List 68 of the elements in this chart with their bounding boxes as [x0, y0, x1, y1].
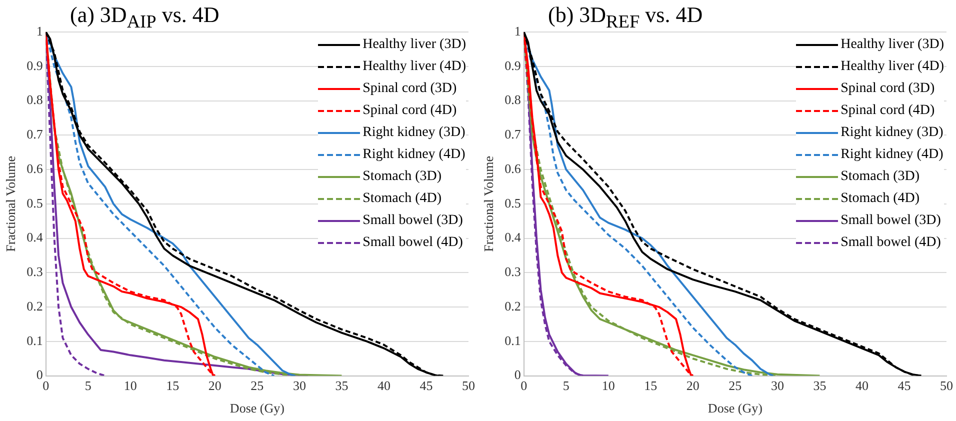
- y-tick-label: 0: [36, 367, 43, 382]
- y-tick-label: 0.7: [26, 126, 44, 142]
- x-tick-label: 45: [420, 378, 433, 394]
- legend-label: Spinal cord (4D): [840, 103, 935, 119]
- legend-label: Right kidney (4D): [840, 147, 944, 163]
- y-tick-label: 0.3: [504, 264, 521, 280]
- y-tick-label: 0.6: [504, 160, 522, 176]
- y-tick-label: 0.1: [26, 332, 43, 348]
- y-tick-label: 1: [36, 23, 43, 38]
- legend-label: Healthy liver (4D): [840, 59, 944, 75]
- legend-label: Small bowel (4D): [362, 235, 463, 251]
- y-tick-label: 1: [514, 23, 521, 38]
- legend-label: Stomach (3D): [362, 169, 442, 185]
- legend-label: Small bowel (3D): [840, 213, 941, 229]
- y-tick-label: 0.1: [504, 332, 521, 348]
- x-tick-label: 50: [940, 378, 953, 394]
- y-tick-label: 0: [514, 367, 521, 382]
- x-tick-label: 5: [84, 378, 92, 394]
- x-tick-label: 25: [250, 378, 264, 394]
- y-tick-label: 0.8: [504, 92, 521, 108]
- y-tick-label: 0.5: [26, 195, 43, 210]
- x-tick-label: 20: [208, 378, 222, 394]
- y-axis-title: Fractional Volume: [481, 156, 496, 252]
- y-tick-label: 0.2: [504, 298, 521, 314]
- legend-label: Healthy liver (3D): [362, 37, 466, 53]
- x-axis-title: Dose (Gy): [230, 400, 284, 416]
- x-tick-label: 15: [644, 378, 658, 394]
- y-tick-label: 0.2: [26, 298, 43, 314]
- legend-label: Small bowel (4D): [840, 235, 941, 251]
- x-tick-label: 10: [602, 378, 615, 394]
- legend-label: Spinal cord (3D): [840, 81, 935, 97]
- x-tick-label: 20: [686, 378, 700, 394]
- legend-label: Spinal cord (4D): [362, 103, 457, 119]
- x-tick-label: 5: [562, 378, 570, 394]
- chart-title: (a) 3D$_{AIP}$ vs. 4D: [70, 2, 220, 32]
- legend-label: Right kidney (3D): [840, 125, 944, 141]
- x-tick-label: 25: [728, 378, 742, 394]
- legend-label: Stomach (4D): [840, 191, 920, 207]
- x-tick-label: 35: [813, 378, 826, 394]
- chart-title: (b) 3D$_{REF}$ vs. 4D: [548, 2, 703, 32]
- y-tick-label: 0.8: [26, 92, 43, 108]
- y-tick-label: 0.6: [26, 160, 44, 176]
- legend-label: Right kidney (4D): [362, 147, 466, 163]
- legend-label: Stomach (3D): [840, 169, 920, 185]
- y-tick-label: 0.9: [26, 58, 43, 73]
- legend-label: Small bowel (3D): [362, 213, 463, 229]
- x-tick-label: 40: [377, 378, 390, 394]
- y-tick-label: 0.3: [26, 264, 43, 280]
- x-tick-label: 10: [124, 378, 137, 394]
- y-tick-label: 0.4: [26, 230, 44, 245]
- x-tick-label: 30: [770, 378, 784, 394]
- legend-label: Healthy liver (4D): [362, 59, 466, 75]
- y-tick-label: 0.4: [504, 230, 522, 245]
- y-tick-label: 0.5: [504, 195, 521, 210]
- legend-label: Stomach (4D): [362, 191, 442, 207]
- x-tick-label: 15: [166, 378, 180, 394]
- x-tick-label: 30: [292, 378, 306, 394]
- legend-label: Healthy liver (3D): [840, 37, 944, 53]
- legend-label: Spinal cord (3D): [362, 81, 457, 97]
- x-tick-label: 40: [855, 378, 868, 394]
- y-tick-label: 0.9: [504, 58, 521, 73]
- legend-label: Right kidney (3D): [362, 125, 466, 141]
- x-axis-title: Dose (Gy): [708, 400, 762, 416]
- x-tick-label: 35: [335, 378, 348, 394]
- x-tick-label: 45: [898, 378, 911, 394]
- y-tick-label: 0.7: [504, 126, 522, 142]
- x-tick-label: 50: [462, 378, 475, 394]
- y-axis-title: Fractional Volume: [3, 156, 18, 252]
